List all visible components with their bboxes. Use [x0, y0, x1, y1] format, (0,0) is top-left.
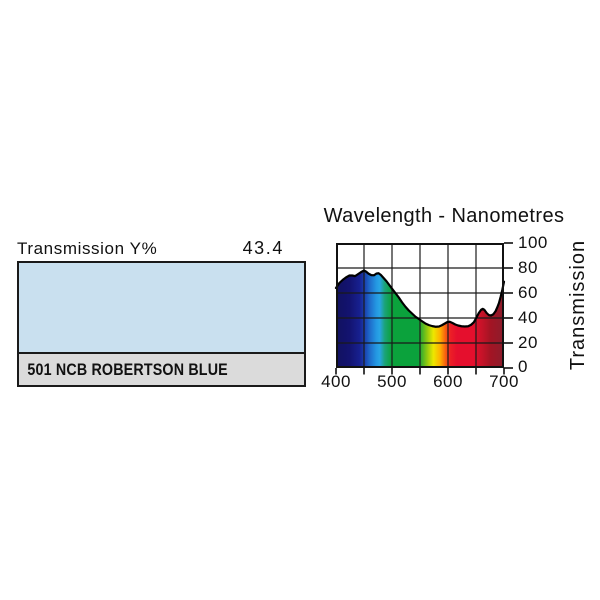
y-tick-label-20: 20: [518, 333, 538, 352]
chart-title: Wavelength - Nanometres: [323, 205, 565, 227]
x-tick-label-600: 600: [433, 372, 463, 391]
swatch-color-area: [19, 263, 304, 352]
y-tick-label-40: 40: [518, 308, 538, 327]
x-tick-label-700: 700: [489, 372, 519, 391]
swatch-name-bar: 501 NCB ROBERTSON BLUE: [19, 352, 304, 385]
swatch-name: 501 NCB ROBERTSON BLUE: [27, 359, 228, 379]
transmission-value: 43.4: [242, 238, 284, 258]
transmission-label: Transmission Y%: [17, 239, 158, 258]
x-tick-label-500: 500: [377, 372, 407, 391]
y-tick-label-100: 100: [518, 233, 548, 252]
x-tick-label-400: 400: [321, 372, 351, 391]
transmission-row: Transmission Y% 43.4: [17, 238, 284, 259]
y-tick-label-60: 60: [518, 283, 538, 302]
spectrum-chart: [334, 242, 513, 375]
y-tick-label-80: 80: [518, 258, 538, 277]
filter-swatch: 501 NCB ROBERTSON BLUE: [17, 261, 306, 387]
y-axis-title: Transmission: [567, 239, 589, 371]
axis-ticks: [335, 242, 513, 375]
spectrum-area: [336, 270, 504, 368]
spectrum-plot: [334, 242, 513, 375]
chart-gridlines: [336, 243, 504, 368]
chart-frame: [336, 243, 504, 368]
transmission-curve: [334, 269, 506, 328]
y-tick-label-0: 0: [518, 357, 528, 376]
